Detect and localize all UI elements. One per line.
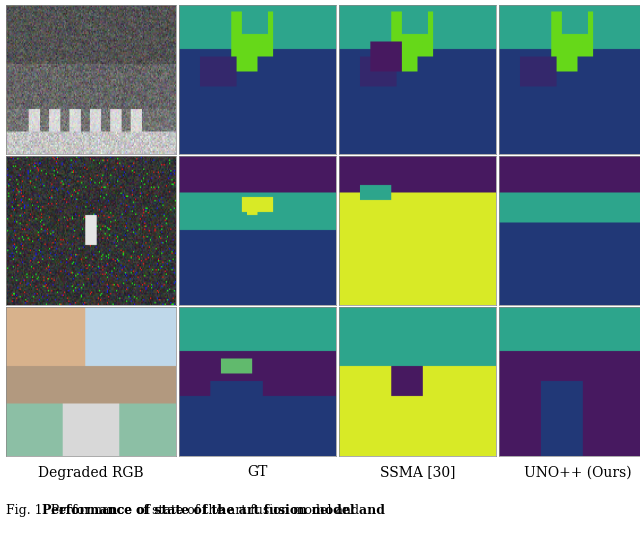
Text: Performance of state of the art fusion model and: Performance of state of the art fusion m… bbox=[42, 504, 385, 517]
Text: GT: GT bbox=[248, 465, 268, 480]
Text: SSMA [30]: SSMA [30] bbox=[380, 465, 455, 480]
Text: UNO++ (Ours): UNO++ (Ours) bbox=[524, 465, 632, 480]
Text: Fig. 1: Performance of state of the art fusion model and: Fig. 1: Performance of state of the art … bbox=[6, 504, 360, 517]
Text: Degraded RGB: Degraded RGB bbox=[38, 465, 144, 480]
